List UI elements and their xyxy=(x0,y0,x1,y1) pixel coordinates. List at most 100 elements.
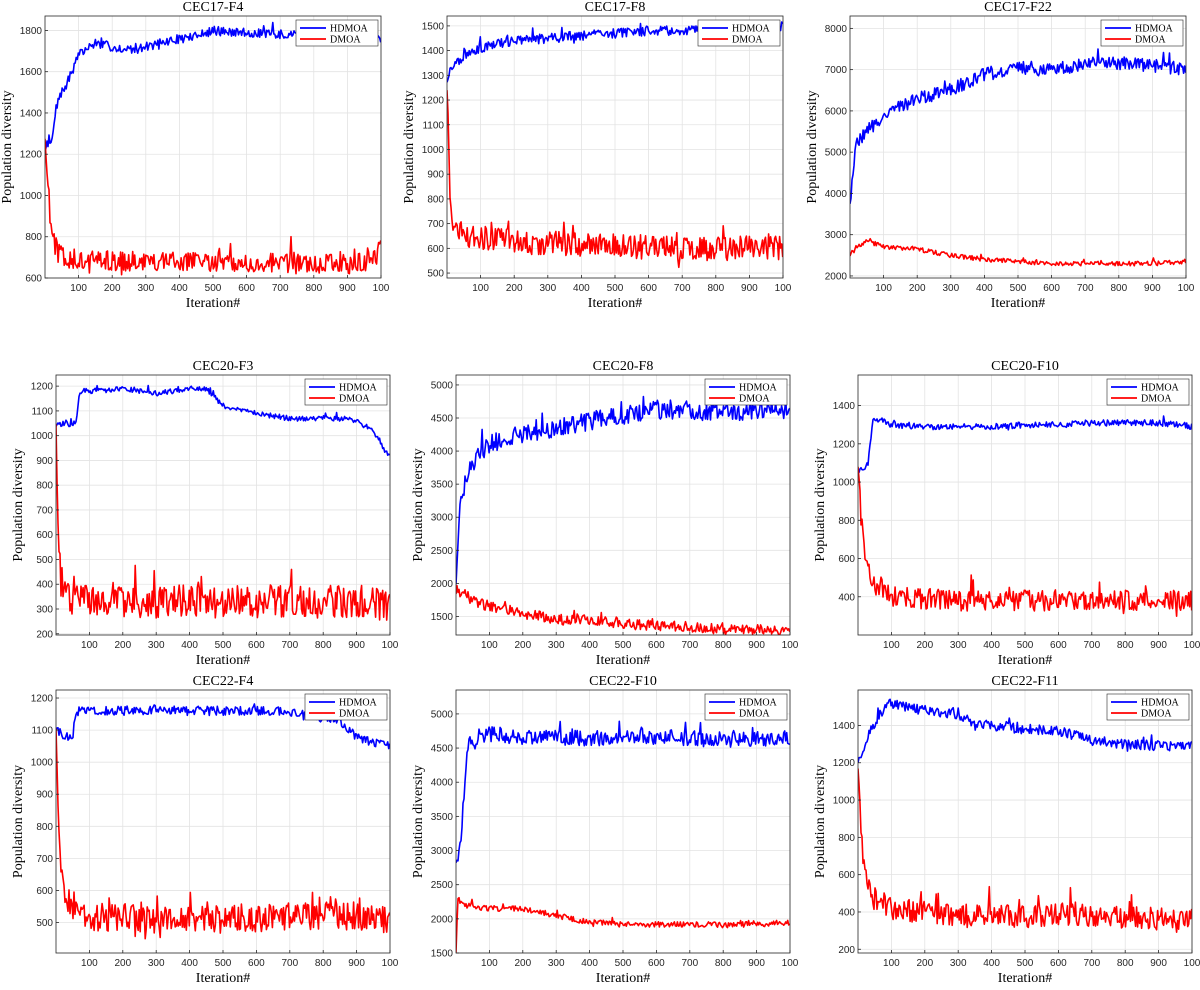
x-tick-label: 200 xyxy=(114,640,131,651)
x-tick-label: 900 xyxy=(348,640,365,651)
x-axis-label: Iteration# xyxy=(998,653,1052,668)
legend-box xyxy=(1106,378,1190,406)
x-tick-label: 400 xyxy=(181,958,198,969)
x-tick-label: 200 xyxy=(114,958,131,969)
legend-box xyxy=(304,693,388,721)
y-axis-label: Population diversity xyxy=(411,765,426,878)
y-axis-label: Population diversity xyxy=(813,448,828,561)
x-tick-label: 900 xyxy=(1144,283,1161,294)
y-tick-label: 1200 xyxy=(422,96,445,107)
y-tick-label: 1200 xyxy=(833,439,856,450)
x-tick-label: 300 xyxy=(137,283,154,294)
x-tick-label: 600 xyxy=(238,283,255,294)
legend-label-dmoa: DMOA xyxy=(330,35,361,46)
y-tick-label: 900 xyxy=(36,456,53,467)
x-tick-label: 900 xyxy=(748,640,765,651)
x-axis-label: Iteration# xyxy=(596,971,650,986)
y-tick-label: 1200 xyxy=(833,758,856,769)
y-tick-label: 1000 xyxy=(20,191,43,202)
x-tick-label: 500 xyxy=(205,283,222,294)
x-tick-label: 100 xyxy=(81,958,98,969)
y-tick-label: 800 xyxy=(36,822,53,833)
y-tick-label: 700 xyxy=(427,219,444,230)
chart-panel-3: 100 200 300 400 500 600 700 800 900 100 2000 3000 40… xyxy=(805,0,1195,311)
y-tick-label: 2000 xyxy=(825,271,848,282)
series-line-hdmoa xyxy=(56,703,390,750)
legend-label-dmoa: DMOA xyxy=(339,709,370,720)
y-tick-label: 1100 xyxy=(31,406,53,417)
x-tick-label: 400 xyxy=(581,958,598,969)
chart-panel-1: 100 200 300 400 500 600 700 800 900 100 600 800 1000… xyxy=(0,0,390,311)
x-tick-label: 500 xyxy=(215,640,232,651)
y-tick-label: 1400 xyxy=(20,108,43,119)
x-tick-label: 100 xyxy=(883,958,900,969)
y-tick-label: 400 xyxy=(838,592,855,603)
x-tick-label: 200 xyxy=(916,958,933,969)
x-tick-label: 100 xyxy=(472,283,489,294)
series-line-dmoa xyxy=(56,424,390,621)
x-tick-label: 600 xyxy=(248,640,265,651)
x-tick-label: 700 xyxy=(281,958,298,969)
y-tick-label: 500 xyxy=(36,918,53,929)
x-axis-label: Iteration# xyxy=(991,296,1045,311)
x-tick-label: 100 xyxy=(782,640,799,651)
y-tick-label: 1000 xyxy=(833,478,856,489)
x-tick-label: 600 xyxy=(1050,958,1067,969)
y-tick-label: 200 xyxy=(838,945,855,956)
y-tick-label: 4500 xyxy=(431,414,454,425)
legend-label-hdmoa: HDMOA xyxy=(339,383,378,394)
y-axis-label: Population diversity xyxy=(11,448,26,561)
x-tick-label: 900 xyxy=(1150,958,1167,969)
legend-box xyxy=(704,378,788,406)
x-tick-label: 400 xyxy=(181,640,198,651)
y-tick-label: 600 xyxy=(36,886,53,897)
x-tick-label: 200 xyxy=(514,640,531,651)
x-tick-label: 300 xyxy=(942,283,959,294)
x-tick-label: 700 xyxy=(681,958,698,969)
x-tick-label: 100 xyxy=(481,640,498,651)
y-tick-label: 400 xyxy=(838,907,855,918)
legend-label-dmoa: DMOA xyxy=(339,394,370,405)
y-tick-label: 5000 xyxy=(825,148,848,159)
y-tick-label: 1000 xyxy=(31,758,54,769)
y-tick-label: 500 xyxy=(427,269,444,280)
series-line-hdmoa xyxy=(858,415,1192,474)
series-line-dmoa xyxy=(456,584,790,635)
chart-panel-5: 100 200 300 400 500 600 700 800 900 100 1500 2000 25… xyxy=(411,359,799,668)
x-tick-label: 700 xyxy=(681,640,698,651)
x-tick-label: 300 xyxy=(539,283,556,294)
y-tick-label: 900 xyxy=(36,790,53,801)
y-tick-label: 1500 xyxy=(431,949,454,960)
legend-box xyxy=(1106,693,1190,721)
y-tick-label: 1200 xyxy=(31,382,54,393)
x-tick-label: 100 xyxy=(1184,958,1200,969)
x-tick-label: 600 xyxy=(248,958,265,969)
x-tick-label: 300 xyxy=(548,958,565,969)
y-tick-label: 1300 xyxy=(422,71,445,82)
y-tick-label: 1000 xyxy=(833,796,856,807)
x-tick-label: 800 xyxy=(1110,283,1127,294)
x-tick-label: 700 xyxy=(674,283,691,294)
x-tick-label: 500 xyxy=(215,958,232,969)
x-tick-label: 100 xyxy=(81,640,98,651)
x-tick-label: 800 xyxy=(715,640,732,651)
legend-label-dmoa: DMOA xyxy=(739,394,770,405)
x-tick-label: 500 xyxy=(1017,958,1034,969)
y-tick-label: 4000 xyxy=(431,778,454,789)
x-axis-label: Iteration# xyxy=(998,971,1052,986)
legend-box xyxy=(697,19,781,47)
y-tick-label: 1500 xyxy=(422,21,445,32)
x-tick-label: 800 xyxy=(315,640,332,651)
x-tick-label: 800 xyxy=(715,958,732,969)
y-axis-label: Population diversity xyxy=(411,448,426,561)
y-tick-label: 500 xyxy=(36,555,53,566)
x-tick-label: 400 xyxy=(581,640,598,651)
y-tick-label: 800 xyxy=(838,833,855,844)
legend-box xyxy=(1100,19,1184,47)
x-tick-label: 300 xyxy=(548,640,565,651)
y-tick-label: 2000 xyxy=(431,579,454,590)
